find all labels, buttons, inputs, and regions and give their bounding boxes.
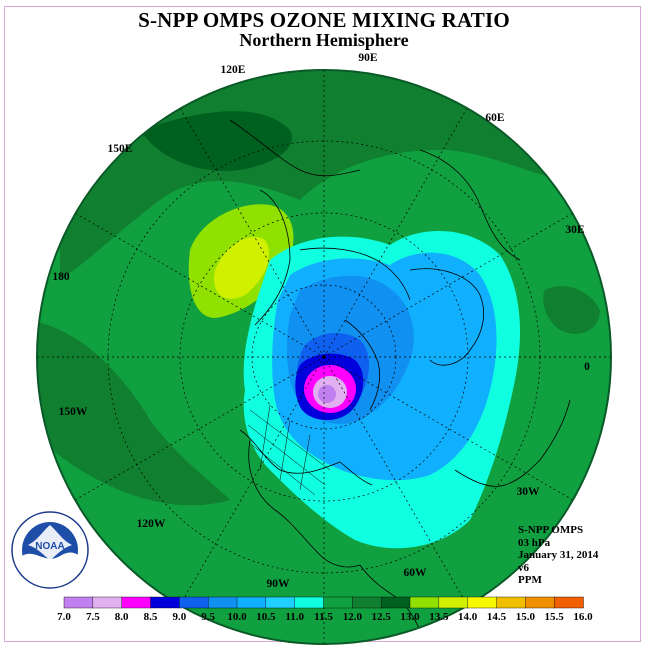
lon-label-60e: 60E	[485, 112, 505, 124]
graticule	[37, 70, 611, 644]
lon-label-120e: 120E	[221, 64, 246, 76]
info-units: PPM	[518, 574, 542, 587]
info-level: 03 hPa	[518, 536, 551, 549]
lon-label-90w: 90W	[267, 578, 291, 590]
noaa-logo-text: NOAA	[35, 541, 64, 552]
info-block: S-NPP OMPS 03 hPa January 31, 2014 v6 PP…	[518, 524, 598, 587]
lon-label-60w: 60W	[404, 567, 428, 579]
field-12-0-east	[543, 286, 600, 334]
lon-label-30w: 30W	[517, 486, 541, 498]
lon-label-150w: 150W	[59, 406, 88, 418]
field-13-5	[214, 236, 269, 299]
noaa-logo: NOAA	[11, 511, 89, 589]
info-instrument: S-NPP OMPS	[518, 524, 584, 536]
coastlines	[229, 119, 571, 631]
state-borders	[247, 404, 331, 496]
field-7-5	[318, 385, 336, 403]
info-version: v6	[518, 561, 529, 574]
field-12-0-west	[37, 320, 230, 506]
lon-label-90e: 90E	[358, 52, 378, 64]
sub-title: Northern Hemisphere	[239, 30, 409, 50]
ozone-field	[37, 70, 611, 644]
map-boundary	[36, 69, 612, 645]
lon-label-120w: 120W	[137, 518, 166, 530]
lon-label-30e: 30E	[565, 224, 585, 236]
field-12-5	[140, 111, 292, 171]
lon-label-150e: 150E	[108, 143, 133, 155]
info-date: January 31, 2014	[518, 549, 599, 562]
main-title: S-NPP OMPS OZONE MIXING RATIO	[138, 8, 510, 32]
lon-label-180: 180	[52, 271, 70, 283]
lon-label-0: 0	[584, 361, 590, 373]
